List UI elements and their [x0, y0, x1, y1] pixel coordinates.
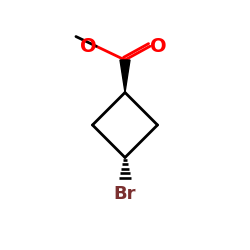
- Text: O: O: [150, 37, 166, 56]
- Text: Br: Br: [114, 185, 136, 203]
- Polygon shape: [120, 60, 130, 92]
- Text: O: O: [80, 37, 96, 56]
